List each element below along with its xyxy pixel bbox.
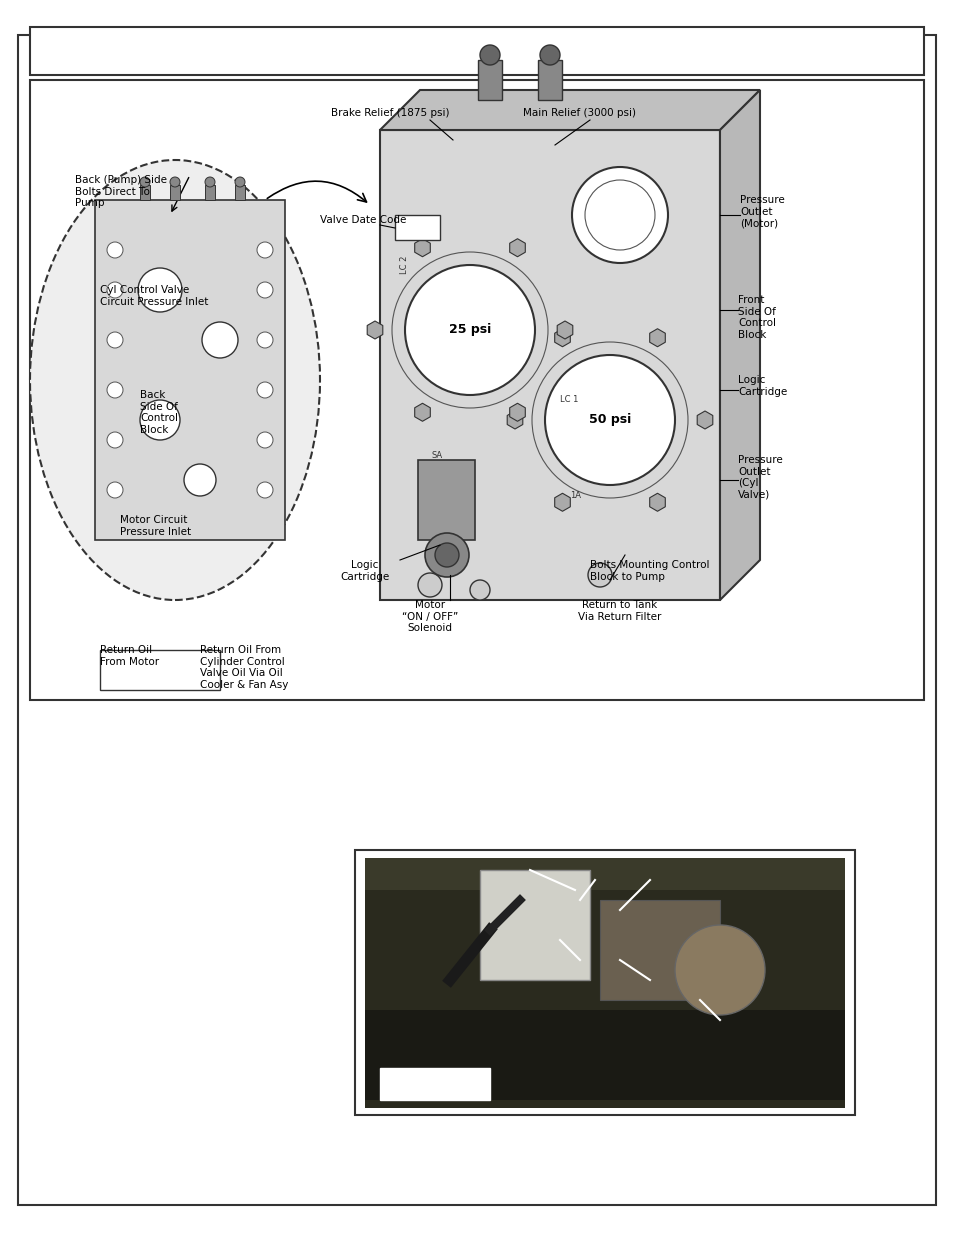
Text: Pressure
Outlet
(Cyl
Valve): Pressure Outlet (Cyl Valve) [738, 454, 781, 500]
Text: Back (Pump) Side
Bolts Direct To
Pump: Back (Pump) Side Bolts Direct To Pump [75, 175, 167, 209]
Bar [379, 130, 720, 600]
Text: SA: SA [432, 451, 442, 459]
FancyArrowPatch shape [267, 182, 366, 203]
Text: 50 psi: 50 psi [588, 414, 631, 426]
Bar [205, 185, 214, 200]
Circle shape [107, 332, 123, 348]
Bar [379, 1068, 490, 1100]
Bar [365, 858, 844, 1108]
Bar [365, 1010, 844, 1100]
Polygon shape [554, 329, 570, 347]
Polygon shape [720, 90, 760, 600]
Bar [599, 900, 720, 1000]
Circle shape [256, 282, 273, 298]
Bar [537, 61, 561, 100]
Circle shape [256, 432, 273, 448]
Circle shape [675, 925, 764, 1015]
Text: 1A: 1A [569, 490, 580, 499]
Circle shape [140, 177, 150, 186]
Text: Logic
Cartridge: Logic Cartridge [738, 375, 786, 396]
Circle shape [587, 563, 612, 587]
Circle shape [435, 543, 458, 567]
Bar [417, 459, 475, 540]
Text: 25 psi: 25 psi [449, 324, 491, 336]
Text: LC 1: LC 1 [559, 395, 578, 405]
Ellipse shape [30, 161, 319, 600]
Polygon shape [509, 238, 525, 257]
Bar [30, 27, 923, 75]
Circle shape [140, 400, 180, 440]
Bar [395, 215, 439, 240]
Text: LC 2: LC 2 [399, 256, 409, 274]
Bar [234, 185, 245, 200]
Text: Back
Side Of
Control
Block: Back Side Of Control Block [140, 390, 178, 435]
Circle shape [539, 44, 559, 65]
FancyBboxPatch shape [18, 35, 935, 1205]
Bar [100, 650, 220, 690]
Bar [477, 61, 501, 100]
Text: Valve Date Code: Valve Date Code [319, 215, 406, 225]
Bar [365, 890, 844, 1108]
Circle shape [138, 268, 182, 312]
Circle shape [584, 180, 655, 249]
Bar [140, 185, 150, 200]
Polygon shape [507, 411, 522, 429]
Bar [170, 185, 180, 200]
Text: Main Relief (3000 psi): Main Relief (3000 psi) [523, 107, 636, 119]
Bar [479, 869, 589, 981]
Circle shape [424, 534, 469, 577]
Circle shape [170, 177, 180, 186]
Text: Return Oil From
Cylinder Control
Valve Oil Via Oil
Cooler & Fan Asy: Return Oil From Cylinder Control Valve O… [200, 645, 288, 690]
Polygon shape [415, 404, 430, 421]
Circle shape [107, 432, 123, 448]
Polygon shape [379, 90, 760, 130]
Text: Motor Circuit
Pressure Inlet: Motor Circuit Pressure Inlet [120, 515, 191, 536]
Polygon shape [557, 321, 572, 338]
Circle shape [107, 282, 123, 298]
Circle shape [107, 482, 123, 498]
Circle shape [202, 322, 237, 358]
Circle shape [107, 242, 123, 258]
Text: Pressure
Outlet
(Motor): Pressure Outlet (Motor) [740, 195, 784, 228]
Circle shape [479, 44, 499, 65]
Circle shape [256, 382, 273, 398]
Circle shape [205, 177, 214, 186]
Circle shape [417, 573, 441, 597]
Circle shape [107, 382, 123, 398]
Text: Front
Side Of
Control
Block: Front Side Of Control Block [738, 295, 775, 340]
Text: Brake Relief (1875 psi): Brake Relief (1875 psi) [331, 107, 449, 119]
Bar [30, 80, 923, 700]
Polygon shape [509, 404, 525, 421]
Circle shape [256, 482, 273, 498]
Circle shape [184, 464, 215, 496]
Bar [355, 850, 854, 1115]
Circle shape [234, 177, 245, 186]
Text: Logic
Cartridge: Logic Cartridge [340, 559, 389, 582]
Text: Cyl Control Valve
Circuit Pressure Inlet: Cyl Control Valve Circuit Pressure Inlet [100, 285, 208, 306]
Polygon shape [649, 493, 664, 511]
Text: Return to Tank
Via Return Filter: Return to Tank Via Return Filter [578, 600, 661, 621]
Text: Motor
“ON / OFF”
Solenoid: Motor “ON / OFF” Solenoid [401, 600, 457, 634]
Polygon shape [367, 321, 382, 338]
Text: Return Oil
From Motor: Return Oil From Motor [100, 645, 159, 667]
Circle shape [256, 242, 273, 258]
Polygon shape [415, 238, 430, 257]
Text: Bolts Mounting Control
Block to Pump: Bolts Mounting Control Block to Pump [589, 559, 709, 582]
Polygon shape [697, 411, 712, 429]
Circle shape [572, 167, 667, 263]
Bar [95, 200, 285, 540]
Circle shape [405, 266, 535, 395]
Polygon shape [554, 493, 570, 511]
Circle shape [470, 580, 490, 600]
Circle shape [544, 354, 675, 485]
Circle shape [256, 332, 273, 348]
Polygon shape [649, 329, 664, 347]
